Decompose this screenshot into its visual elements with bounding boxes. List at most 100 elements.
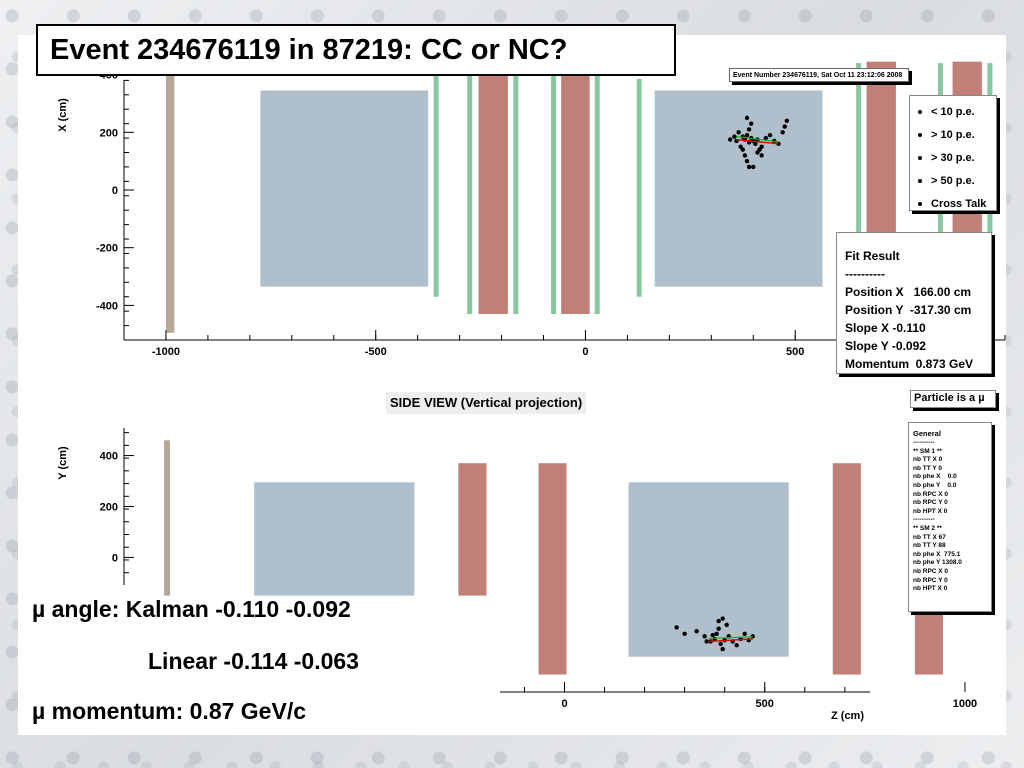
hit-point	[784, 118, 790, 123]
dot-icon	[918, 109, 922, 114]
hit-point	[718, 641, 723, 647]
y-tick-label: 200	[100, 501, 118, 513]
fit-track-line-green	[708, 636, 753, 640]
general-line: nb TT Y 88	[913, 542, 946, 550]
hit-point	[674, 625, 679, 630]
mu-angle-text: µ angle: Kalman -0.110 -0.092	[32, 596, 351, 622]
dot-icon	[918, 178, 922, 183]
hit-point	[702, 634, 707, 639]
hit-point	[716, 626, 721, 631]
general-line: nb HPT X 0	[913, 507, 948, 515]
general-line: nb phe X 0.0	[913, 473, 957, 481]
dot-icon	[918, 201, 922, 206]
hit-point	[780, 130, 785, 135]
hit-point	[742, 153, 748, 158]
detector-target	[654, 90, 823, 287]
hit-point	[746, 164, 752, 170]
general-line: ** SM 1 **	[913, 447, 942, 455]
dot-icon	[918, 132, 922, 137]
legend-item: < 10 p.e.	[916, 100, 996, 123]
x-tick-label: 500	[756, 698, 774, 710]
fit-line-slope-x: Slope X -0.110	[845, 321, 926, 335]
hit-point	[751, 164, 756, 170]
hit-point	[744, 158, 750, 164]
slide-title: Event 234676119 in 87219: CC or NC?	[36, 24, 676, 76]
general-line: nb RPC X 0	[913, 567, 949, 575]
hit-point	[704, 639, 709, 644]
event-number-label: Event Number 234676119, Sat Oct 11 23:12…	[729, 68, 909, 82]
fit-line-slope-y: Slope Y -0.092	[845, 339, 926, 353]
fit-track-line	[708, 638, 753, 643]
hit-point	[742, 631, 747, 636]
general-info-box: General ---------- ** SM 1 ** nb TT X 0 nb T…	[908, 422, 992, 612]
detector-rpc	[433, 63, 439, 297]
detector-rpc	[594, 63, 600, 315]
hit-point	[732, 134, 737, 139]
hit-point	[746, 127, 752, 132]
hit-point	[736, 130, 741, 135]
general-line: nb RPC Y 0	[913, 499, 948, 507]
detector-veto	[164, 440, 171, 596]
hit-point	[734, 643, 739, 648]
slide-title-text: Event 234676119 in 87219: CC or NC?	[50, 33, 568, 66]
fit-line-position-y: Position Y -317.30 cm	[845, 303, 972, 317]
x-tick-label: 1000	[953, 698, 977, 710]
hit-point	[728, 137, 733, 142]
general-line: nb phe Y 0.0	[913, 481, 957, 489]
y-tick-label: 400	[100, 451, 118, 463]
x-tick-label: 0	[582, 346, 588, 358]
y-tick-label: -200	[96, 243, 118, 255]
y-axis-title: X (cm)	[57, 98, 69, 132]
mu-momentum-text: µ momentum: 0.87 GeV/c	[32, 698, 307, 724]
hit-point	[759, 153, 764, 158]
hit-point	[744, 132, 750, 138]
fit-line-position-x: Position X 166.00 cm	[845, 285, 972, 299]
legend-item: > 50 p.e.	[916, 169, 996, 192]
hit-point	[757, 147, 762, 152]
particle-id-box: Particle is a µ	[910, 390, 996, 408]
hit-point	[767, 132, 773, 138]
y-tick-label: 0	[112, 185, 118, 197]
detector-rpc	[856, 63, 862, 315]
side-view-title: SIDE VIEW (Vertical projection)	[386, 392, 587, 414]
y-tick-label: -400	[96, 300, 118, 312]
hit-point	[710, 632, 715, 638]
legend-item: > 10 p.e.	[916, 123, 996, 146]
hit-point	[740, 147, 745, 152]
detector-magnet	[561, 61, 590, 315]
x-tick-label: 0	[561, 698, 567, 710]
detector-magnet	[832, 463, 861, 675]
legend-item: > 30 p.e.	[916, 146, 996, 169]
general-title: General	[913, 429, 941, 438]
fit-line-momentum: Momentum 0.873 GeV	[845, 357, 974, 371]
x-axis-title: Z (cm)	[831, 710, 864, 722]
hit-point	[750, 634, 755, 639]
hit-point	[744, 115, 750, 121]
general-line: ----------	[913, 516, 935, 524]
y-tick-label: 200	[100, 127, 118, 139]
legend: < 10 p.e. > 10 p.e. > 30 p.e. > 50 p.e. …	[909, 95, 997, 211]
detector-target	[260, 90, 429, 287]
detector-rpc	[467, 63, 473, 315]
detector-magnet	[478, 61, 508, 315]
x-tick-label: 500	[786, 346, 804, 358]
detector-magnet	[538, 463, 567, 675]
hit-point	[724, 622, 729, 628]
fit-track-line	[736, 138, 779, 145]
y-tick-label: 0	[112, 552, 118, 564]
general-line: nb phe Y 1308.0	[913, 559, 962, 567]
general-line: ** SM 2 **	[913, 524, 942, 532]
dot-icon	[918, 155, 922, 160]
legend-item: Cross Talk	[916, 192, 996, 215]
hit-point	[694, 629, 699, 634]
fit-result-box: Fit Result ---------- Position X 166.00 cm…	[836, 232, 992, 374]
hit-point	[763, 135, 769, 141]
hit-point	[716, 618, 721, 624]
detector-rpc	[513, 63, 519, 315]
y-axis-title: Y (cm)	[57, 446, 69, 480]
detector-target	[628, 482, 789, 657]
general-line: nb RPC Y 0	[913, 576, 948, 584]
hit-point	[682, 631, 687, 636]
x-tick-label: -1000	[152, 346, 180, 358]
general-line: nb TT X 0	[913, 456, 943, 464]
